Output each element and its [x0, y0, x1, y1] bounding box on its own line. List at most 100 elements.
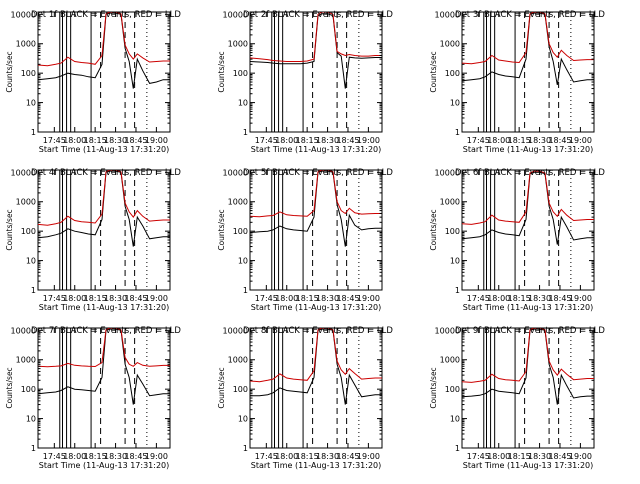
x-axis-label: Start Time (11-Aug-13 17:31:20)	[463, 303, 594, 312]
x-tick-label: 18:00	[487, 136, 510, 145]
y-tick-label: 100	[233, 227, 248, 236]
series-lld-line	[462, 170, 594, 225]
x-tick-label: 18:30	[528, 136, 551, 145]
y-tick-label: 100	[21, 69, 36, 78]
series-events-line	[462, 12, 594, 85]
x-tick-label: 18:30	[316, 136, 339, 145]
plot-title: Det 7f BLACK = Events, RED = LLD	[31, 326, 181, 336]
plot-frame	[461, 327, 595, 449]
x-axis-label: Start Time (11-Aug-13 17:31:20)	[251, 145, 382, 154]
plot-frame	[249, 169, 383, 291]
plot-title: Det 9f BLACK = Events, RED = LLD	[455, 326, 605, 336]
panel-det-9: 1 10 100 1000 10000 17:4518:0018:1518:3018:45…	[429, 326, 605, 470]
x-axis-label: Start Time (11-Aug-13 17:31:20)	[39, 461, 170, 470]
y-tick-label: 10000	[435, 168, 460, 177]
x-tick-label: 17:45	[255, 136, 278, 145]
plot-frame	[461, 11, 595, 133]
y-tick-label: 1	[31, 286, 36, 295]
x-tick-label: 17:45	[255, 294, 278, 303]
x-tick-label: 18:45	[124, 136, 147, 145]
y-tick-label: 1000	[16, 356, 36, 365]
y-tick-label: 10000	[11, 168, 36, 177]
x-tick-label: 18:15	[508, 294, 531, 303]
y-tick-label: 1000	[16, 40, 36, 49]
x-tick-label: 18:15	[296, 136, 319, 145]
y-tick-label: 1	[455, 286, 460, 295]
plot-title: Det 6f BLACK = Events, RED = LLD	[455, 168, 605, 178]
x-tick-label: 18:00	[275, 294, 298, 303]
x-tick-label: 17:45	[467, 294, 490, 303]
x-tick-label: 18:30	[104, 136, 127, 145]
series-events-line	[250, 328, 382, 405]
y-axis-label: Counts/sec	[5, 367, 14, 408]
x-tick-label: 19:00	[569, 294, 592, 303]
y-axis-label: Counts/sec	[217, 51, 226, 92]
panel-det-5: 1 10 100 1000 10000 17:4518:0018:1518:3018:45…	[217, 168, 393, 312]
y-tick-label: 1	[243, 444, 248, 453]
y-tick-label: 10	[26, 415, 36, 424]
x-tick-label: 19:00	[145, 294, 168, 303]
plot-frame	[37, 327, 171, 449]
x-tick-label: 18:30	[316, 294, 339, 303]
series-lld-line	[250, 12, 382, 62]
plot-title: Det 2f BLACK = Events, RED = LLD	[243, 10, 393, 20]
series-lld-line	[38, 170, 170, 226]
y-axis-label: Counts/sec	[429, 209, 438, 250]
plot-title: Det 8f BLACK = Events, RED = LLD	[243, 326, 393, 336]
x-tick-label: 18:00	[487, 452, 510, 461]
y-tick-label: 10000	[435, 10, 460, 19]
y-tick-label: 100	[233, 69, 248, 78]
y-tick-label: 1000	[228, 198, 248, 207]
y-tick-label: 10000	[223, 10, 248, 19]
x-tick-label: 18:00	[487, 294, 510, 303]
y-tick-label: 10	[238, 415, 248, 424]
x-axis-label: Start Time (11-Aug-13 17:31:20)	[463, 461, 594, 470]
x-tick-label: 17:45	[43, 136, 66, 145]
y-tick-label: 1	[455, 128, 460, 137]
x-tick-label: 18:30	[316, 452, 339, 461]
series-events-line	[38, 328, 170, 405]
y-tick-label: 1000	[16, 198, 36, 207]
panel-det-7: 1 10 100 1000 10000 17:4518:0018:1518:3018:45…	[5, 326, 181, 470]
x-tick-label: 19:00	[145, 136, 168, 145]
series-lld-line	[38, 12, 170, 67]
series-lld-line	[250, 170, 382, 218]
series-events-line	[38, 12, 170, 89]
x-tick-label: 19:00	[145, 452, 168, 461]
x-tick-label: 19:00	[569, 136, 592, 145]
plot-frame	[249, 327, 383, 449]
series-events-line	[462, 171, 594, 245]
x-tick-label: 17:45	[255, 452, 278, 461]
x-tick-label: 18:30	[104, 294, 127, 303]
x-tick-label: 18:00	[63, 136, 86, 145]
x-tick-label: 19:00	[357, 452, 380, 461]
y-tick-label: 1000	[228, 40, 248, 49]
y-tick-label: 100	[445, 227, 460, 236]
plot-title: Det 3f BLACK = Events, RED = LLD	[455, 10, 605, 20]
y-axis-label: Counts/sec	[217, 367, 226, 408]
x-tick-label: 18:45	[336, 452, 359, 461]
y-tick-label: 10	[450, 99, 460, 108]
x-tick-label: 18:00	[275, 452, 298, 461]
x-tick-label: 17:45	[43, 452, 66, 461]
x-tick-label: 18:00	[275, 136, 298, 145]
x-tick-label: 18:45	[548, 452, 571, 461]
x-axis-label: Start Time (11-Aug-13 17:31:20)	[463, 145, 594, 154]
series-events-line	[250, 13, 382, 89]
x-axis-label: Start Time (11-Aug-13 17:31:20)	[39, 303, 170, 312]
series-lld-line	[250, 328, 382, 383]
y-tick-label: 1	[31, 444, 36, 453]
x-tick-label: 17:45	[467, 452, 490, 461]
x-tick-label: 18:45	[548, 136, 571, 145]
y-tick-label: 10000	[11, 326, 36, 335]
y-tick-label: 10	[450, 415, 460, 424]
x-tick-label: 18:45	[548, 294, 571, 303]
x-tick-label: 19:00	[569, 452, 592, 461]
y-tick-label: 10	[26, 257, 36, 266]
y-tick-label: 10000	[11, 10, 36, 19]
y-tick-label: 10	[450, 257, 460, 266]
y-tick-label: 1	[243, 128, 248, 137]
y-tick-label: 100	[233, 385, 248, 394]
x-tick-label: 19:00	[357, 294, 380, 303]
